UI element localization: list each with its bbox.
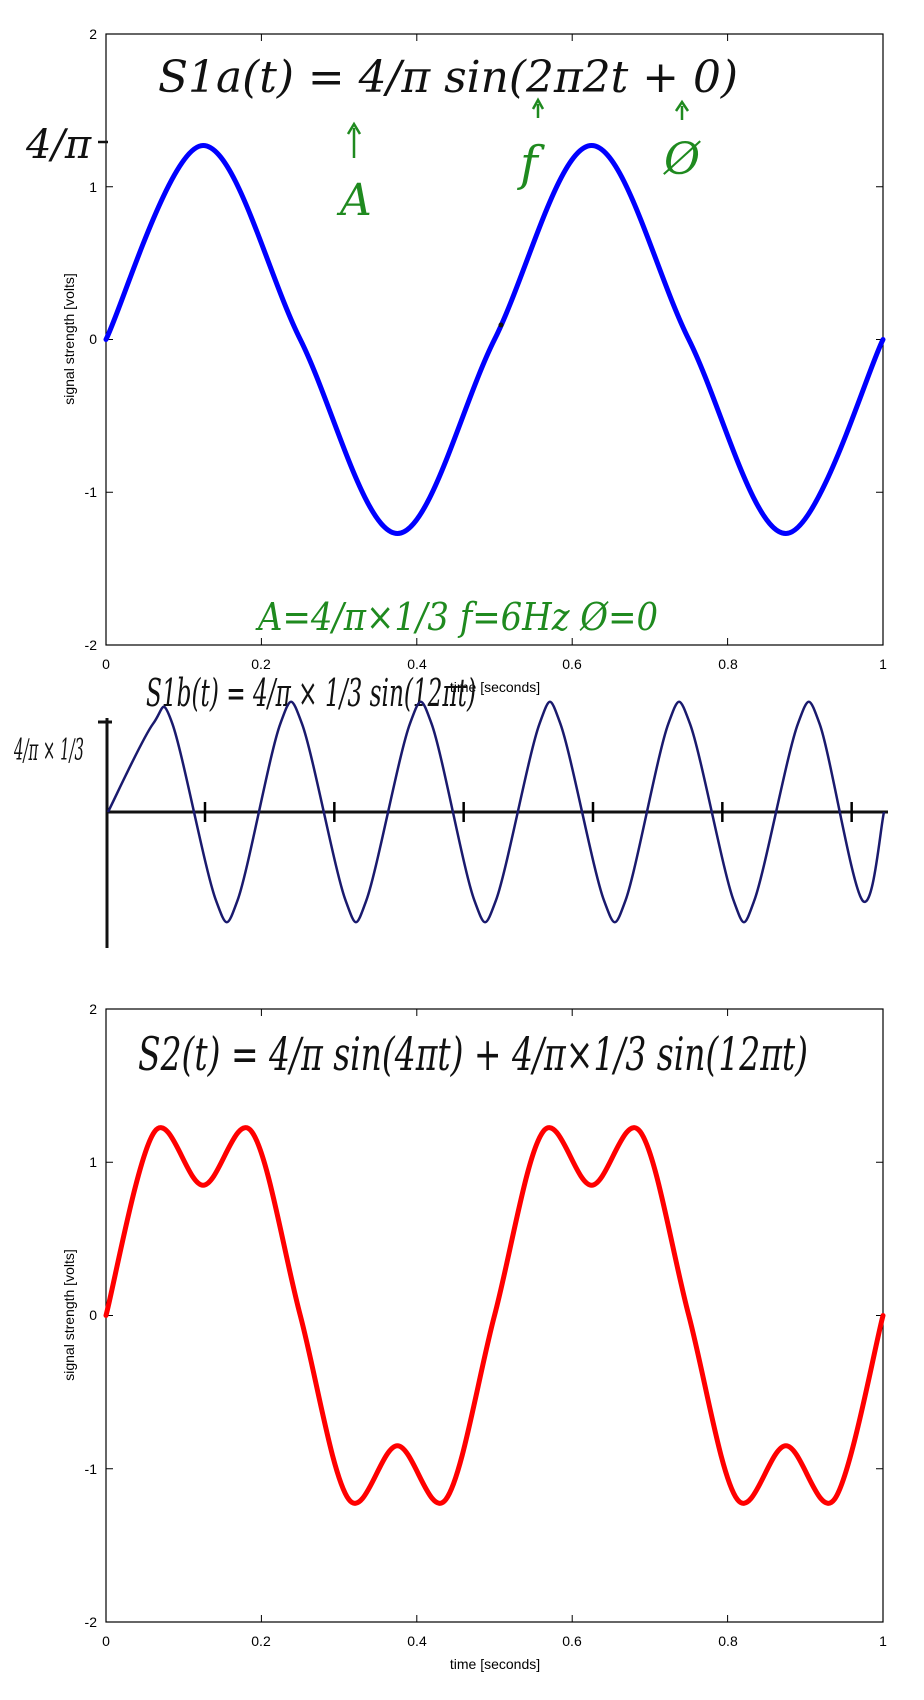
xtick-bottom-0.8: 0.8 [718, 1633, 738, 1649]
xtick-top-0.8: 0.8 [718, 656, 738, 672]
ytick-top-0: 0 [89, 331, 97, 347]
label-frequency: f [517, 136, 545, 192]
tick-marks-bottom [105, 1008, 884, 1623]
xtick-bottom-0.4: 0.4 [407, 1633, 427, 1649]
pen-dot [498, 322, 504, 328]
equation-s1a: S1a(t) = 4/π sin(2π2t + 0) [158, 52, 738, 103]
ytick-top-m2: -2 [85, 637, 98, 653]
ylabel-top: signal strength [volts] [61, 273, 77, 405]
xtick-top-0.4: 0.4 [407, 656, 427, 672]
xtick-top-0.2: 0.2 [251, 656, 271, 672]
ytick-bottom-1: 1 [89, 1154, 97, 1170]
amplitude-marker-4-over-pi: 4/π [25, 122, 92, 168]
series-line-red [103, 1125, 886, 1506]
series-line-navy-sketch [106, 700, 886, 924]
xtick-bottom-1: 1 [879, 1633, 887, 1649]
arrowhead-icon [346, 121, 362, 135]
ytick-top-2: 2 [89, 26, 97, 42]
chart-top: 2 1 0 -1 -2 0 0.2 0.4 0.6 0.8 1 time [se… [25, 26, 887, 695]
xtick-bottom-0: 0 [102, 1633, 110, 1649]
parameters-note: A=4/π×1/3 f=6Hz Ø=0 [255, 595, 658, 639]
ytick-bottom-0: 0 [89, 1307, 97, 1323]
xtick-top-0.6: 0.6 [562, 656, 582, 672]
arrowhead-icon [531, 97, 545, 110]
arrowhead-icon [674, 99, 690, 112]
ytick-bottom-m1: -1 [85, 1461, 98, 1477]
ylabel-bottom: signal strength [volts] [61, 1249, 77, 1381]
sketch-middle: 4/π × 1/3 S1b(t) = 4/π × 1/3 sin(12πt) [14, 671, 888, 948]
equation-s2: S2(t) = 4/π sin(4πt) + 4/π×1/3 sin(12πt) [138, 1027, 808, 1081]
chart-bottom: 2 1 0 -1 -2 0 0.2 0.4 0.6 0.8 1 time [se… [61, 1001, 887, 1672]
ytick-bottom-2: 2 [89, 1001, 97, 1017]
xtick-top-1: 1 [879, 656, 887, 672]
xtick-top-0: 0 [102, 656, 110, 672]
series-line-blue [103, 143, 886, 536]
label-amplitude: A [336, 175, 372, 226]
ytick-top-m1: -1 [85, 484, 98, 500]
xlabel-top: time [seconds] [450, 679, 540, 695]
sketch-crossing-ticks [203, 802, 853, 822]
ytick-bottom-m2: -2 [85, 1614, 98, 1630]
equation-s1b: S1b(t) = 4/π × 1/3 sin(12πt) [146, 671, 476, 715]
xtick-bottom-0.6: 0.6 [562, 1633, 582, 1649]
xlabel-bottom: time [seconds] [450, 1656, 540, 1672]
label-phase: Ø [663, 134, 701, 185]
amplitude-marker-sketch: 4/π × 1/3 [14, 733, 84, 768]
xtick-bottom-0.2: 0.2 [251, 1633, 271, 1649]
ytick-top-1: 1 [89, 179, 97, 195]
